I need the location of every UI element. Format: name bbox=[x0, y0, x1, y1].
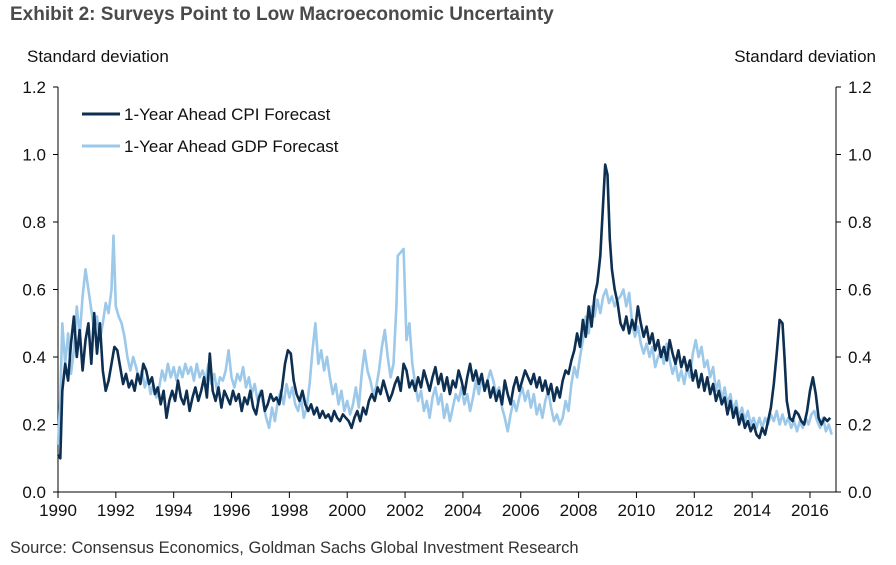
y-tick-label-left: 0.6 bbox=[22, 281, 46, 300]
chart-legend: 1-Year Ahead CPI Forecast 1-Year Ahead GD… bbox=[82, 105, 339, 156]
left-axis-unit-label: Standard deviation bbox=[27, 47, 169, 66]
x-tick-label: 2008 bbox=[560, 501, 598, 520]
chart-axes: 0.0 0.0 0.2 0.2 0.4 0.4 0.6 0.6 0.8 0.8 1.0 1.0 1.2 1… bbox=[22, 78, 871, 520]
y-tick-label-right: 1.2 bbox=[848, 78, 872, 97]
y-tick-label-right: 0.8 bbox=[848, 213, 872, 232]
line-chart: 0.0 0.0 0.2 0.2 0.4 0.4 0.6 0.6 0.8 0.8 1.0 1.0 1.2 1… bbox=[22, 78, 871, 520]
series-line-cpi bbox=[56, 163, 832, 460]
right-axis-unit-label: Standard deviation bbox=[734, 47, 876, 66]
x-tick-label: 2014 bbox=[733, 501, 771, 520]
x-tick-label: 2016 bbox=[791, 501, 829, 520]
y-tick-label-left: 0.2 bbox=[22, 416, 46, 435]
y-tick-label-right: 0.6 bbox=[848, 281, 872, 300]
chart-series bbox=[56, 163, 833, 460]
y-tick-label-right: 0.2 bbox=[848, 416, 872, 435]
y-tick-label-left: 1.2 bbox=[22, 78, 46, 97]
y-tick-label-right: 0.4 bbox=[848, 348, 872, 367]
y-tick-label-left: 0.8 bbox=[22, 213, 46, 232]
x-tick-label: 1990 bbox=[39, 501, 77, 520]
y-tick-label-right: 1.0 bbox=[848, 146, 872, 165]
y-tick-label-left: 0.0 bbox=[22, 483, 46, 502]
x-tick-label: 1996 bbox=[213, 501, 251, 520]
y-tick-label-left: 0.4 bbox=[22, 348, 46, 367]
x-tick-label: 2004 bbox=[444, 501, 482, 520]
y-tick-label-right: 0.0 bbox=[848, 483, 872, 502]
legend-label-cpi: 1-Year Ahead CPI Forecast bbox=[124, 105, 331, 124]
x-tick-label: 2000 bbox=[328, 501, 366, 520]
x-tick-label: 2006 bbox=[502, 501, 540, 520]
x-tick-label: 2010 bbox=[618, 501, 656, 520]
x-tick-label: 1998 bbox=[270, 501, 308, 520]
series-line-gdp bbox=[56, 234, 833, 445]
x-tick-label: 2002 bbox=[386, 501, 424, 520]
source-note: Source: Consensus Economics, Goldman Sac… bbox=[10, 539, 579, 557]
x-tick-label: 1992 bbox=[97, 501, 135, 520]
legend-label-gdp: 1-Year Ahead GDP Forecast bbox=[124, 137, 339, 156]
chart-title: Exhibit 2: Surveys Point to Low Macroeco… bbox=[10, 4, 554, 25]
x-tick-label: 2012 bbox=[675, 501, 713, 520]
y-tick-label-left: 1.0 bbox=[22, 146, 46, 165]
x-tick-label: 1994 bbox=[155, 501, 193, 520]
